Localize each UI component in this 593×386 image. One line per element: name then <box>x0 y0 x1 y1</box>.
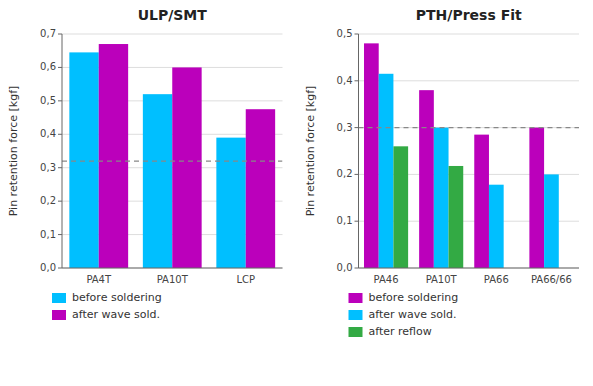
y-tick-label: 0,1 <box>337 215 353 226</box>
bar <box>449 166 464 268</box>
x-tick-label: PA66/66 <box>531 274 572 285</box>
bar <box>393 146 408 268</box>
title: ULP/SMT <box>138 7 208 23</box>
y-tick-label: 0,7 <box>40 28 56 39</box>
y-tick <box>58 67 62 68</box>
y-tick <box>58 167 62 168</box>
bar <box>434 128 449 268</box>
legend-swatch <box>52 310 66 320</box>
chart: PTH/Press Fit Pin retention force [kgf] 0,… <box>304 7 580 338</box>
y-tick-label: 0,2 <box>40 195 56 206</box>
y-tick-label: 0,0 <box>40 262 56 273</box>
reference-line <box>62 160 283 161</box>
y-tick-label: 0,5 <box>40 95 56 106</box>
x-tick-label: PA66 <box>484 274 509 285</box>
bar <box>544 174 559 268</box>
bar <box>474 135 489 268</box>
x-axis <box>62 268 283 269</box>
bar <box>172 67 201 268</box>
y-tick-label: 0,4 <box>337 75 353 86</box>
bar <box>419 90 434 268</box>
y-tick-label: 0,1 <box>40 229 56 240</box>
y-axis <box>62 34 63 268</box>
y-axis-label: Pin retention force [kgf] <box>304 86 317 217</box>
y-tick-label: 0,6 <box>40 61 56 72</box>
legend-label: after reflow <box>369 325 432 338</box>
y-tick <box>58 268 62 269</box>
y-tick-label: 0,4 <box>40 128 56 139</box>
y-tick <box>355 221 359 222</box>
legend-swatch <box>349 327 363 337</box>
grid-line <box>62 34 283 35</box>
legend: before soldering after wave sold. after re… <box>349 291 459 338</box>
x-tick-label: LCP <box>236 274 255 285</box>
legend-swatch <box>349 310 363 320</box>
chart: ULP/SMT Pin retention force [kgf] 0,0 0,1 0,… <box>7 7 283 321</box>
bar <box>379 74 394 268</box>
title: PTH/Press Fit <box>416 7 522 23</box>
legend: before soldering after wave sold. <box>52 291 162 321</box>
legend-label: after wave sold. <box>72 308 160 321</box>
legend-label: before soldering <box>369 291 459 304</box>
bar <box>99 44 128 268</box>
legend-swatch <box>349 293 363 303</box>
bar <box>364 43 379 268</box>
bar <box>143 94 172 268</box>
y-tick <box>58 201 62 202</box>
bar <box>246 109 275 268</box>
y-tick-label: 0,3 <box>40 162 56 173</box>
x-tick-label: PA10T <box>426 274 458 285</box>
y-tick-label: 0,0 <box>337 262 353 273</box>
legend-swatch <box>52 293 66 303</box>
y-tick-label: 0,5 <box>337 28 353 39</box>
y-tick <box>58 134 62 135</box>
legend-label: before soldering <box>72 291 162 304</box>
reference-line <box>359 127 580 128</box>
bar <box>216 138 245 268</box>
plot-area <box>359 43 580 268</box>
y-tick <box>355 268 359 269</box>
x-tick-label: PA10T <box>157 274 189 285</box>
y-tick-label: 0,3 <box>337 122 353 133</box>
bar <box>529 128 544 268</box>
y-axis <box>358 34 359 268</box>
grid-line <box>62 268 283 269</box>
y-tick <box>355 174 359 175</box>
y-tick <box>355 127 359 128</box>
legend-label: after wave sold. <box>369 308 457 321</box>
y-tick-label: 0,2 <box>337 168 353 179</box>
y-tick <box>355 34 359 35</box>
y-tick <box>58 234 62 235</box>
bar <box>69 52 98 268</box>
y-tick <box>355 80 359 81</box>
plot-area <box>62 44 283 268</box>
grid-line <box>359 268 580 269</box>
x-tick-label: PA4T <box>86 274 112 285</box>
y-tick <box>58 34 62 35</box>
grid-line <box>359 34 580 35</box>
y-tick <box>58 100 62 101</box>
x-axis <box>359 268 580 269</box>
figure: ULP/SMT Pin retention force [kgf] 0,0 0,1 0,… <box>0 0 593 386</box>
x-tick-label: PA46 <box>374 274 399 285</box>
bar <box>489 185 504 268</box>
y-axis-label: Pin retention force [kgf] <box>7 86 20 217</box>
